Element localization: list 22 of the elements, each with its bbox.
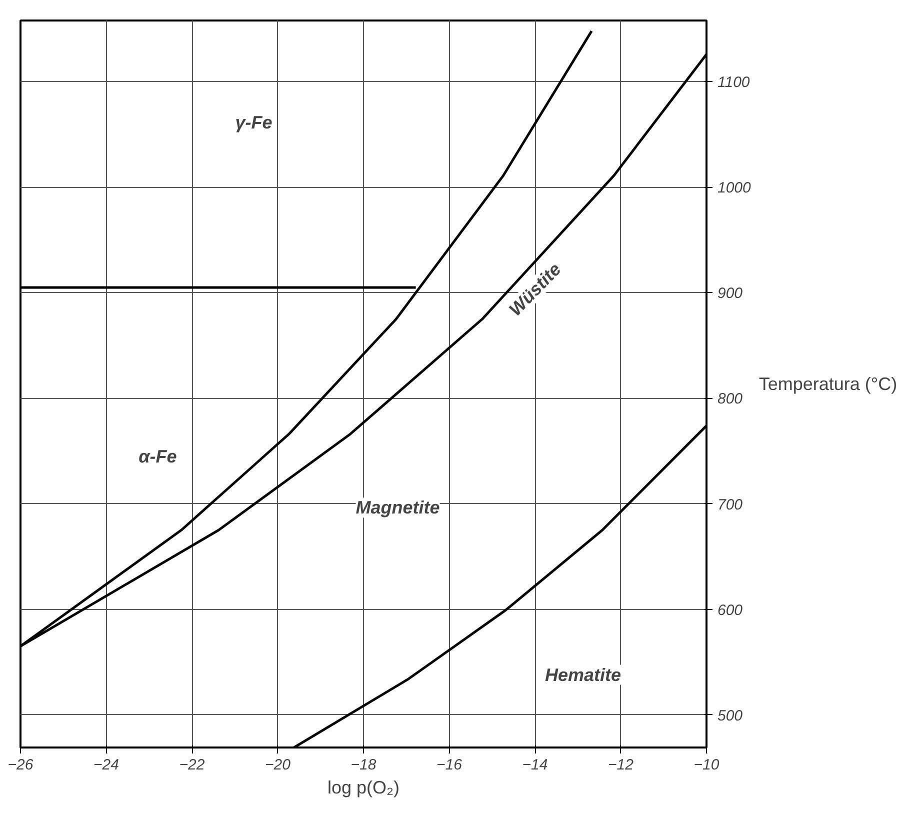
y-tick-label: 700 <box>718 496 744 514</box>
x-tick-label: −16 <box>436 756 463 774</box>
x-tick-label: −18 <box>350 756 377 774</box>
x-tick-label: −12 <box>608 756 634 774</box>
y-axis-title: Temperatura (°C) <box>758 374 898 394</box>
x-tick-label: −10 <box>694 756 720 774</box>
annotation: γ-Fe <box>235 112 272 132</box>
annotation: Hematite <box>545 664 622 685</box>
y-tick-label: 900 <box>718 285 744 302</box>
x-tick-label: −24 <box>94 756 119 774</box>
y-tick-label: 600 <box>718 602 744 619</box>
y-tick-label: 800 <box>718 390 744 408</box>
x-tick-label: −20 <box>265 756 292 774</box>
x-tick-label: −22 <box>179 756 206 774</box>
x-axis-title: log p(O₂) <box>327 778 400 798</box>
y-tick-label: 1000 <box>718 180 752 197</box>
x-tick-label: −14 <box>522 756 548 774</box>
annotation: Magnetite <box>356 498 440 518</box>
x-tick-label: −26 <box>8 756 34 774</box>
y-tick-label: 1100 <box>718 74 750 92</box>
y-tick-label: 500 <box>718 707 744 724</box>
annotation: α-Fe <box>138 446 177 467</box>
